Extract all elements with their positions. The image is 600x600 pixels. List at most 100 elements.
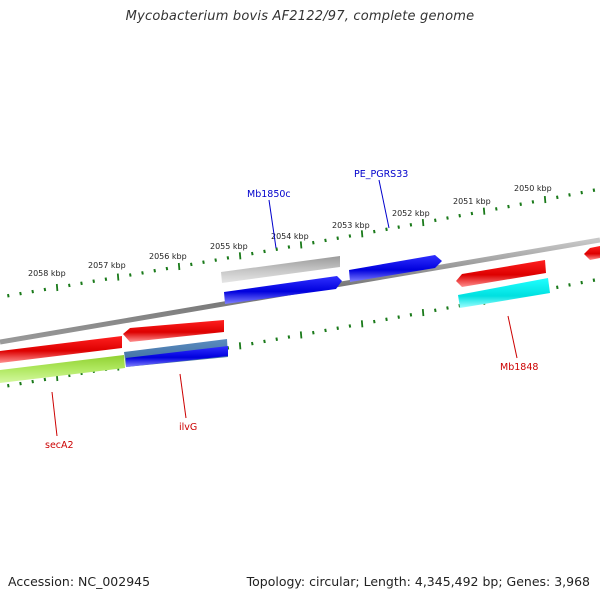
minor-tick bbox=[275, 247, 278, 251]
gene-red-reverse-c[interactable] bbox=[456, 260, 546, 287]
gene-grey-forward[interactable] bbox=[221, 256, 340, 283]
leader-seca2 bbox=[51, 391, 58, 437]
minor-tick bbox=[19, 381, 22, 386]
minor-tick bbox=[373, 319, 376, 324]
minor-tick bbox=[165, 266, 169, 271]
accession-text: Accession: NC_002945 bbox=[8, 574, 151, 589]
major-tick bbox=[543, 196, 547, 204]
scale-label-2058: 2058 kbp bbox=[28, 269, 66, 278]
gene-red-reverse-b[interactable] bbox=[123, 320, 224, 342]
minor-tick bbox=[507, 204, 510, 209]
scale-label-2056: 2056 kbp bbox=[149, 252, 187, 261]
minor-tick bbox=[434, 308, 437, 313]
major-tick bbox=[177, 262, 181, 271]
minor-tick bbox=[568, 193, 571, 197]
minor-tick bbox=[7, 293, 10, 298]
minor-tick bbox=[385, 227, 388, 232]
minor-tick bbox=[397, 225, 400, 229]
scale-label-2052: 2052 kbp bbox=[392, 209, 430, 218]
gene-mb1850c[interactable] bbox=[224, 276, 342, 304]
minor-tick bbox=[43, 377, 47, 382]
minor-tick bbox=[31, 289, 34, 294]
major-tick bbox=[299, 331, 303, 339]
minor-tick bbox=[580, 280, 583, 285]
gene-red-reverse-a[interactable] bbox=[0, 336, 122, 363]
minor-tick bbox=[556, 285, 559, 290]
minor-tick bbox=[190, 262, 193, 267]
scale-label-2057: 2057 kbp bbox=[88, 261, 126, 270]
minor-tick bbox=[287, 335, 291, 339]
gene-label-mb1850c[interactable]: Mb1850c bbox=[247, 189, 291, 200]
minor-tick bbox=[312, 240, 315, 245]
minor-tick bbox=[324, 328, 327, 333]
leader-ilvg bbox=[179, 373, 187, 419]
minor-tick bbox=[348, 234, 352, 238]
major-tick bbox=[421, 219, 425, 227]
minor-tick bbox=[348, 324, 352, 328]
major-tick bbox=[482, 207, 486, 215]
major-tick bbox=[55, 283, 59, 292]
minor-tick bbox=[287, 245, 291, 249]
minor-tick bbox=[214, 258, 217, 262]
minor-tick bbox=[568, 283, 571, 287]
major-tick bbox=[116, 273, 120, 281]
minor-tick bbox=[92, 279, 95, 283]
scale-label-2054: 2054 kbp bbox=[271, 232, 309, 241]
major-tick bbox=[238, 342, 242, 350]
gene-red-reverse-edge[interactable] bbox=[584, 246, 600, 260]
minor-tick bbox=[592, 278, 596, 282]
minor-tick bbox=[31, 379, 34, 384]
minor-tick bbox=[19, 291, 22, 296]
minor-tick bbox=[7, 383, 10, 388]
minor-tick bbox=[202, 260, 205, 264]
minor-tick bbox=[458, 213, 461, 218]
leader-pe-pgrs33 bbox=[378, 179, 390, 229]
minor-tick bbox=[556, 195, 559, 200]
gene-label-mb1848[interactable]: Mb1848 bbox=[500, 362, 538, 373]
minor-tick bbox=[141, 271, 144, 275]
minor-tick bbox=[251, 251, 254, 256]
minor-tick bbox=[129, 273, 132, 277]
minor-tick bbox=[263, 339, 266, 344]
minor-tick bbox=[336, 236, 339, 240]
scale-label-2055: 2055 kbp bbox=[210, 242, 248, 251]
minor-tick bbox=[275, 337, 278, 341]
minor-tick bbox=[397, 315, 400, 319]
scale-label-2050: 2050 kbp bbox=[514, 184, 552, 193]
minor-tick bbox=[43, 287, 47, 292]
page-title: Mycobacterium bovis AF2122/97, complete … bbox=[125, 9, 475, 24]
minor-tick bbox=[373, 229, 376, 234]
minor-tick bbox=[153, 268, 156, 273]
minor-tick bbox=[495, 207, 498, 211]
minor-tick bbox=[531, 200, 535, 204]
gene-mb1848[interactable] bbox=[458, 278, 550, 308]
major-tick bbox=[360, 230, 364, 238]
minor-tick bbox=[104, 277, 108, 281]
minor-tick bbox=[434, 218, 437, 223]
minor-tick bbox=[409, 223, 413, 227]
minor-tick bbox=[324, 238, 327, 243]
gene-ilvg-blue[interactable] bbox=[126, 346, 228, 367]
minor-tick bbox=[80, 281, 83, 286]
minor-tick bbox=[580, 190, 583, 195]
genome-summary: Topology: circular; Length: 4,345,492 bp… bbox=[246, 574, 590, 589]
gene-label-seca2[interactable]: secA2 bbox=[45, 440, 74, 451]
minor-tick bbox=[226, 256, 230, 260]
minor-tick bbox=[312, 330, 315, 335]
scale-label-2051: 2051 kbp bbox=[453, 197, 491, 206]
minor-tick bbox=[251, 341, 254, 346]
leader-mb1848 bbox=[507, 315, 518, 359]
major-tick bbox=[299, 241, 303, 249]
major-tick bbox=[238, 252, 242, 260]
minor-tick bbox=[592, 188, 596, 192]
minor-tick bbox=[446, 306, 449, 310]
gene-pe-pgrs33[interactable] bbox=[349, 255, 442, 282]
minor-tick bbox=[68, 283, 71, 288]
gene-label-pe-pgrs33[interactable]: PE_PGRS33 bbox=[354, 169, 408, 180]
gene-label-ilvg[interactable]: ilvG bbox=[179, 422, 197, 433]
gene-seca2[interactable] bbox=[0, 355, 125, 383]
minor-tick bbox=[409, 313, 413, 317]
minor-tick bbox=[385, 317, 388, 322]
leader-mb1850c bbox=[268, 199, 277, 249]
